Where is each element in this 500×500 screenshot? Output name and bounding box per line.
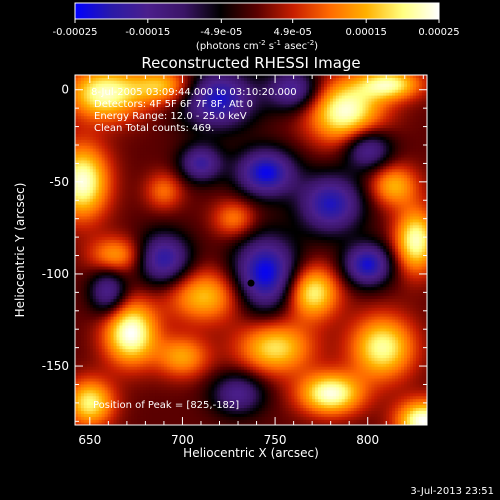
colorbar-ticks: -0.00025 -0.00015 -4.9e-05 4.9e-05 0.00015 0.… — [53, 19, 460, 38]
colorbar-tick-label: 0.00025 — [418, 27, 459, 38]
colorbar-gradient — [75, 3, 439, 19]
colorbar-tick-label: -0.00015 — [125, 27, 170, 38]
colorbar-tick-label: 0.00015 — [346, 27, 387, 38]
chart-title: Reconstructed RHESSI Image — [141, 54, 360, 72]
colorbar: -0.00025 -0.00015 -4.9e-05 4.9e-05 0.00015 0.… — [53, 3, 460, 52]
colorbar-tick-label: -4.9e-05 — [200, 27, 242, 38]
colorbar-tick-label: -0.00025 — [53, 27, 98, 38]
colorbar-unit-label: (photons cm-2 s-1 asec-2) — [196, 39, 318, 52]
colorbar-tick-label: 4.9e-05 — [273, 27, 311, 38]
